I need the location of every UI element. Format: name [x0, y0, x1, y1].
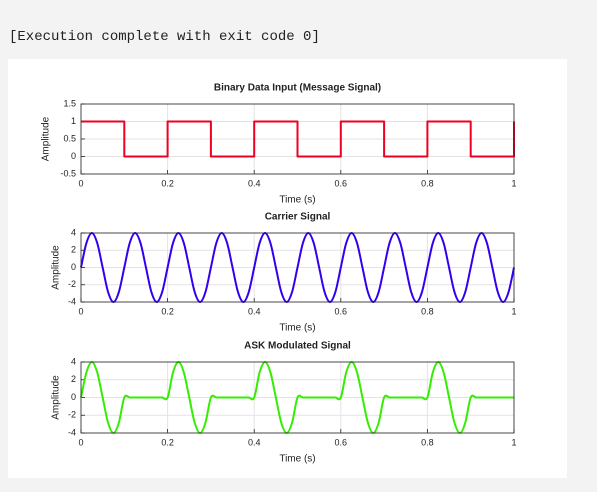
- x-axis-label: Time (s): [279, 323, 315, 334]
- x-tick-label: 0.6: [335, 437, 348, 447]
- x-tick-label: 0.6: [335, 306, 348, 316]
- y-tick-label: 4: [71, 356, 76, 366]
- subplot-title: Carrier Signal: [265, 212, 331, 223]
- y-tick-label: 4: [71, 227, 76, 237]
- subplot-title: Binary Data Input (Message Signal): [214, 83, 381, 94]
- axes-frame: [80, 232, 515, 303]
- x-tick-label: 0.2: [161, 178, 174, 188]
- status-line: [Execution complete with exit code 0]: [9, 29, 320, 45]
- y-tick-label: -0.5: [60, 168, 76, 178]
- signal-line: [80, 232, 515, 303]
- axes-frame: [80, 361, 515, 434]
- x-tick-label: 0.6: [335, 178, 348, 188]
- x-axis-label: Time (s): [279, 454, 315, 465]
- subplot-title: ASK Modulated Signal: [244, 341, 351, 352]
- signal-line: [81, 120, 515, 158]
- axes-frame: [80, 103, 515, 175]
- x-tick-label: 0: [78, 306, 83, 316]
- x-tick-label: 0.4: [248, 306, 261, 316]
- x-tick-label: 0.8: [421, 178, 434, 188]
- x-axis-label: Time (s): [279, 195, 315, 206]
- y-tick-label: 0: [71, 392, 76, 402]
- y-tick-label: -2: [68, 279, 76, 289]
- figure-background: [8, 59, 567, 478]
- x-tick-label: 0.8: [421, 306, 434, 316]
- x-tick-label: 0: [78, 178, 83, 188]
- x-tick-label: 1: [511, 306, 516, 316]
- y-axis-label: Amplitude: [51, 375, 62, 420]
- y-tick-label: 1.5: [63, 98, 76, 108]
- signal-line: [80, 361, 514, 434]
- x-tick-label: 1: [511, 178, 516, 188]
- y-tick-label: -4: [68, 296, 76, 306]
- x-tick-label: 0.8: [421, 437, 434, 447]
- y-tick-label: 2: [71, 374, 76, 384]
- y-axis-label: Amplitude: [41, 116, 52, 161]
- x-tick-label: 1: [511, 437, 516, 447]
- x-tick-label: 0.4: [248, 437, 261, 447]
- y-tick-label: 0.5: [63, 133, 76, 143]
- y-tick-label: 1: [71, 116, 76, 126]
- y-tick-label: -4: [68, 427, 76, 437]
- y-tick-label: 0: [71, 151, 76, 161]
- y-tick-label: 2: [71, 245, 76, 255]
- y-axis-label: Amplitude: [51, 245, 62, 290]
- x-tick-label: 0.2: [161, 437, 174, 447]
- x-tick-label: 0.4: [248, 178, 261, 188]
- x-tick-label: 0.2: [161, 306, 174, 316]
- y-tick-label: 0: [71, 262, 76, 272]
- y-tick-label: -2: [68, 410, 76, 420]
- x-tick-label: 0: [78, 437, 83, 447]
